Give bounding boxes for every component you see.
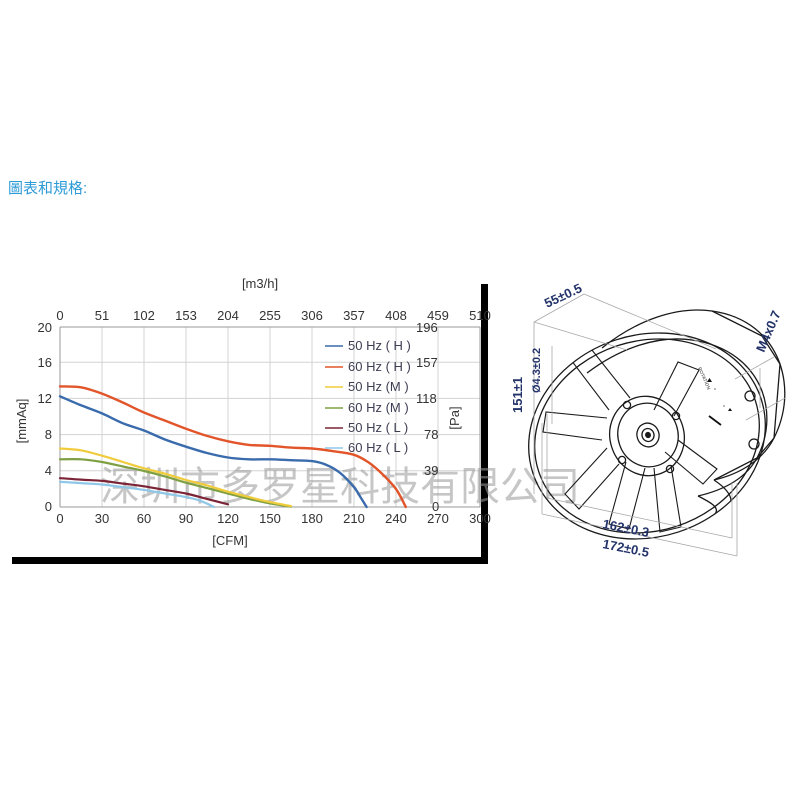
svg-text:39: 39 — [424, 463, 438, 478]
svg-text:0: 0 — [432, 499, 439, 514]
svg-text:0: 0 — [56, 511, 63, 526]
svg-text:[CFM]: [CFM] — [212, 533, 247, 548]
svg-text:196: 196 — [416, 320, 438, 335]
svg-text:150: 150 — [259, 511, 281, 526]
svg-text:60 Hz (M ): 60 Hz (M ) — [348, 400, 409, 415]
svg-text:60 Hz ( L ): 60 Hz ( L ) — [348, 440, 408, 455]
svg-text:Ø4.3±0.2: Ø4.3±0.2 — [531, 348, 543, 393]
svg-text:510: 510 — [469, 308, 491, 323]
svg-text:255: 255 — [259, 308, 281, 323]
svg-text:102: 102 — [133, 308, 155, 323]
svg-text:0: 0 — [45, 499, 52, 514]
svg-text:30: 30 — [95, 511, 109, 526]
svg-text:12: 12 — [38, 391, 52, 406]
svg-text:300: 300 — [469, 511, 491, 526]
svg-text:90: 90 — [179, 511, 193, 526]
svg-text:[Pa]: [Pa] — [447, 406, 462, 429]
svg-text:8: 8 — [45, 427, 52, 442]
svg-text:306: 306 — [301, 308, 323, 323]
svg-text:16: 16 — [38, 355, 52, 370]
svg-text:153: 153 — [175, 308, 197, 323]
svg-text:357: 357 — [343, 308, 365, 323]
svg-text:210: 210 — [343, 511, 365, 526]
svg-text:157: 157 — [416, 355, 438, 370]
svg-text:51: 51 — [95, 308, 109, 323]
svg-text:180: 180 — [301, 511, 323, 526]
svg-text:[m3/h]: [m3/h] — [242, 276, 278, 291]
svg-text:50 Hz ( H ): 50 Hz ( H ) — [348, 338, 411, 353]
svg-text:60 Hz ( H ): 60 Hz ( H ) — [348, 359, 411, 374]
svg-text:118: 118 — [416, 391, 437, 406]
svg-text:50 Hz ( L ): 50 Hz ( L ) — [348, 420, 408, 435]
svg-text:120: 120 — [217, 511, 239, 526]
svg-text:151±1: 151±1 — [510, 377, 525, 413]
svg-text:204: 204 — [217, 308, 239, 323]
svg-text:4: 4 — [45, 463, 52, 478]
svg-text:50 Hz (M ): 50 Hz (M ) — [348, 379, 409, 394]
svg-text:240: 240 — [385, 511, 407, 526]
svg-text:60: 60 — [137, 511, 151, 526]
svg-text:[mmAq]: [mmAq] — [14, 399, 29, 444]
svg-text:172±0.5: 172±0.5 — [601, 536, 650, 560]
svg-text:20: 20 — [38, 320, 52, 335]
svg-text:0: 0 — [56, 308, 63, 323]
svg-text:78: 78 — [424, 427, 438, 442]
svg-text:408: 408 — [385, 308, 407, 323]
